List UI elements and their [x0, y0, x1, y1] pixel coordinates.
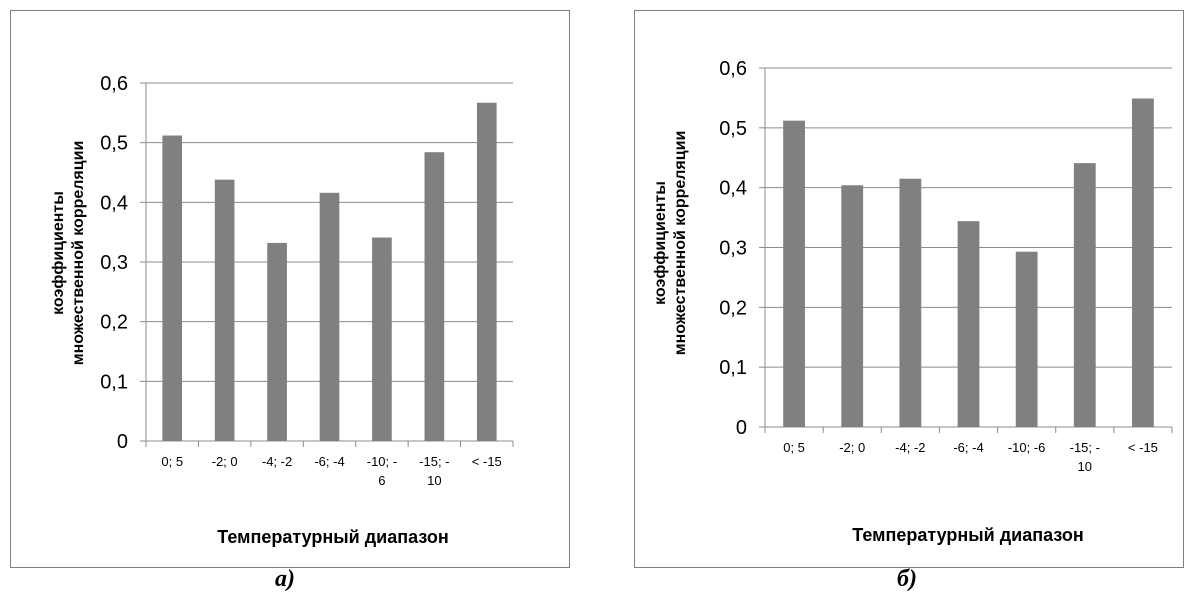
- chart-b-y-tick-label: 0,6: [719, 58, 747, 80]
- chart-b-y-axis-title-line: множественной корреляции: [672, 131, 689, 356]
- chart-b-bar: [841, 185, 864, 427]
- chart-a-category-label: -4; -2: [262, 454, 292, 469]
- chart-a-y-tick-label: 0,6: [100, 73, 128, 95]
- chart-b-y-tick-label: 0,2: [719, 297, 747, 319]
- chart-a: 0 0,1 0,2 0,3 0,4 0,5 0,6 0; 5 -2; 0 -4; -2 -6; -4…: [50, 73, 514, 547]
- chart-b: 0 0,1 0,2 0,3 0,4 0,5 0,6 0; 5 -2; 0 -4; -2 -6; -4…: [652, 58, 1173, 545]
- chart-b-category-label: 10: [1078, 459, 1092, 474]
- chart-b-bar: [1073, 163, 1096, 427]
- chart-a-category-label: 0; 5: [161, 454, 183, 469]
- chart-b-y-tick-label: 0,1: [719, 357, 747, 379]
- chart-a-y-tick-label: 0,3: [100, 252, 128, 274]
- chart-b-category-label: -4; -2: [895, 440, 925, 455]
- chart-b-y-tick-label: 0,3: [719, 238, 747, 260]
- chart-b-category-label: -2; 0: [839, 440, 865, 455]
- chart-a-y-tick-label: 0,4: [100, 192, 128, 214]
- chart-a-bar: [372, 237, 392, 441]
- chart-a-bar: [424, 152, 445, 442]
- chart-a-category-label: -15; -: [419, 454, 449, 469]
- chart-b-bar: [899, 178, 922, 427]
- chart-a-category-label: -6; -4: [314, 454, 344, 469]
- chart-a-y-axis-title: коэффициенты множественной корреляции: [50, 141, 87, 366]
- chart-a-y-axis-title-line: коэффициенты: [50, 191, 67, 315]
- chart-b-bar: [783, 120, 805, 428]
- chart-b-y-tick-label: 0,5: [719, 118, 747, 140]
- chart-a-frame: 0 0,1 0,2 0,3 0,4 0,5 0,6 0; 5 -2; 0 -4; -2 -6; -4…: [10, 10, 570, 568]
- chart-b-y-axis-title-line: коэффициенты: [652, 181, 669, 305]
- chart-b-category-label: < -15: [1128, 440, 1158, 455]
- chart-b-bar: [957, 221, 980, 427]
- chart-a-y-axis-title-line: множественной корреляции: [70, 141, 87, 366]
- chart-a-y-tick-label: 0,1: [100, 371, 128, 393]
- chart-a-bar: [476, 102, 497, 441]
- chart-b-caption: б): [897, 566, 917, 592]
- chart-b-category-label: -15; -: [1070, 440, 1100, 455]
- chart-b-category-label: -6; -4: [953, 440, 983, 455]
- chart-a-y-tick-label: 0,5: [100, 133, 128, 155]
- chart-a-category-label: -2; 0: [212, 454, 238, 469]
- chart-b-bar: [1015, 251, 1038, 427]
- chart-a-y-tick-label: 0: [117, 431, 128, 453]
- chart-a-y-tick-label: 0,2: [100, 312, 128, 334]
- chart-a-caption: а): [275, 566, 295, 592]
- chart-b-y-tick-label: 0,4: [719, 178, 747, 200]
- chart-b-frame: 0 0,1 0,2 0,3 0,4 0,5 0,6 0; 5 -2; 0 -4; -2 -6; -4…: [634, 10, 1184, 568]
- chart-b-category-label: 0; 5: [783, 440, 805, 455]
- chart-a-bar: [267, 242, 287, 441]
- chart-a-category-label: -10; -: [367, 454, 397, 469]
- chart-b-category-label: -10; -6: [1008, 440, 1046, 455]
- chart-a-bar: [214, 179, 235, 441]
- chart-b-y-tick-label: 0: [736, 417, 747, 439]
- chart-b-x-axis-title: Температурный диапазон: [852, 525, 1083, 545]
- chart-a-category-label: 10: [427, 473, 441, 488]
- chart-a-x-axis-title: Температурный диапазон: [217, 527, 448, 547]
- chart-b-bar: [1132, 98, 1154, 427]
- chart-b-y-axis-title: коэффициенты множественной корреляции: [652, 131, 689, 356]
- chart-a-bar: [162, 135, 183, 442]
- chart-a-category-label: < -15: [472, 454, 502, 469]
- chart-a-bar: [319, 192, 340, 441]
- chart-a-category-label: 6: [378, 473, 385, 488]
